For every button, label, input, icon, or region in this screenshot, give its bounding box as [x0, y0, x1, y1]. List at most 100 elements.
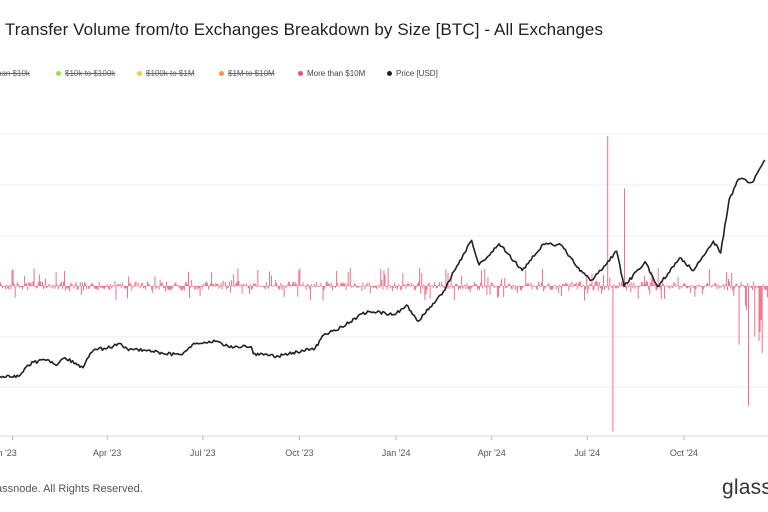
volume-bar [474, 284, 476, 286]
volume-bar [494, 286, 496, 287]
volume-bar [43, 286, 44, 289]
volume-bar [636, 285, 638, 287]
volume-bar [478, 286, 479, 289]
volume-bar [653, 285, 655, 286]
volume-bar [665, 285, 666, 287]
volume-bar [68, 286, 70, 289]
volume-bar [748, 286, 749, 406]
volume-bar [327, 283, 329, 286]
legend-label: $10k to $100k [65, 69, 116, 78]
volume-bar [10, 286, 12, 290]
volume-bar [429, 286, 431, 299]
volume-bar [80, 286, 82, 296]
volume-bar [599, 286, 601, 288]
volume-bar [281, 286, 283, 290]
volume-bar [333, 286, 334, 287]
volume-bar [250, 284, 251, 286]
volume-bar [52, 286, 54, 289]
legend-item-2[interactable]: $100k to $1M [137, 69, 194, 78]
volume-bar [760, 286, 762, 321]
volume-bar [555, 286, 557, 290]
volume-bar [95, 286, 97, 289]
volume-bar [162, 286, 164, 288]
volume-bar [736, 283, 738, 286]
volume-bar [159, 279, 161, 286]
volume-bar [361, 286, 363, 291]
volume-bar [278, 286, 280, 290]
volume-bar [38, 274, 40, 286]
volume-bar [762, 284, 764, 286]
volume-bar [144, 286, 146, 290]
volume-bar [440, 286, 442, 287]
volume-bar [11, 270, 13, 286]
volume-bar [625, 286, 627, 288]
volume-bar [267, 286, 269, 289]
volume-bar [528, 283, 530, 286]
volume-bar [422, 286, 424, 289]
volume-bar [372, 286, 374, 289]
volume-bar [692, 285, 694, 286]
volume-bar [641, 282, 643, 286]
volume-bar [449, 286, 451, 287]
volume-bar [325, 281, 327, 286]
volume-bar [754, 286, 756, 337]
volume-bar [106, 286, 108, 287]
volume-bar [336, 270, 338, 286]
volume-bar [734, 286, 736, 289]
volume-bar [451, 286, 453, 289]
volume-bar [136, 286, 138, 287]
volume-bar [319, 286, 321, 287]
volume-bar [724, 284, 726, 286]
volume-bar [211, 272, 213, 286]
volume-bar [573, 284, 575, 286]
volume-bar [117, 284, 119, 286]
volume-bar [329, 286, 331, 288]
volume-bar [668, 286, 670, 288]
volume-bar [426, 286, 428, 290]
volume-bar [113, 286, 115, 287]
volume-bar [47, 286, 49, 288]
volume-bar [678, 286, 680, 290]
volume-bar [536, 286, 538, 291]
volume-bar [703, 286, 705, 288]
volume-bar [79, 282, 81, 286]
volume-bar [679, 286, 681, 287]
volume-bar [419, 267, 421, 286]
volume-bar [32, 281, 34, 286]
volume-bar [409, 286, 411, 287]
legend-item-4[interactable]: More than $10M [298, 69, 365, 78]
volume-bar [416, 286, 417, 288]
volume-bar [189, 286, 191, 299]
volume-bar [220, 282, 222, 286]
x-axis: an '23 Apr '23 Jul '23 Oct '23 Jan '24 Apr '2… [0, 436, 698, 458]
volume-bar [463, 286, 465, 288]
volume-bar [12, 269, 14, 286]
legend-item-1[interactable]: $10k to $100k [56, 69, 115, 78]
legend-item-5[interactable]: Price [USD] [387, 69, 438, 78]
volume-bar [439, 281, 441, 286]
volume-bar [490, 283, 492, 286]
volume-bar [540, 286, 541, 287]
volume-bar [157, 285, 159, 287]
volume-bar [15, 286, 17, 287]
legend-item-3[interactable]: $1M to $10M [219, 69, 275, 78]
volume-bar [407, 282, 409, 286]
volume-bar [261, 286, 263, 287]
legend-item-0[interactable]: han $10k [0, 69, 30, 78]
volume-bar [589, 283, 591, 286]
volume-bar [223, 285, 225, 287]
volume-bar [370, 286, 372, 287]
volume-bar [330, 282, 332, 286]
volume-bar [468, 286, 470, 289]
x-tick-label: Jan '24 [382, 448, 411, 458]
volume-bar [99, 286, 101, 288]
volume-bar [759, 286, 761, 332]
volume-bar [359, 285, 361, 287]
volume-bar [633, 282, 635, 286]
volume-bar [750, 285, 752, 287]
volume-bar [595, 280, 597, 286]
volume-bar [308, 286, 310, 289]
volume-bar [403, 284, 405, 286]
chart-legend: han $10k $10k to $100k $100k to $1M $1M to … [0, 66, 768, 82]
glassnode-logo[interactable]: glass [722, 476, 768, 499]
